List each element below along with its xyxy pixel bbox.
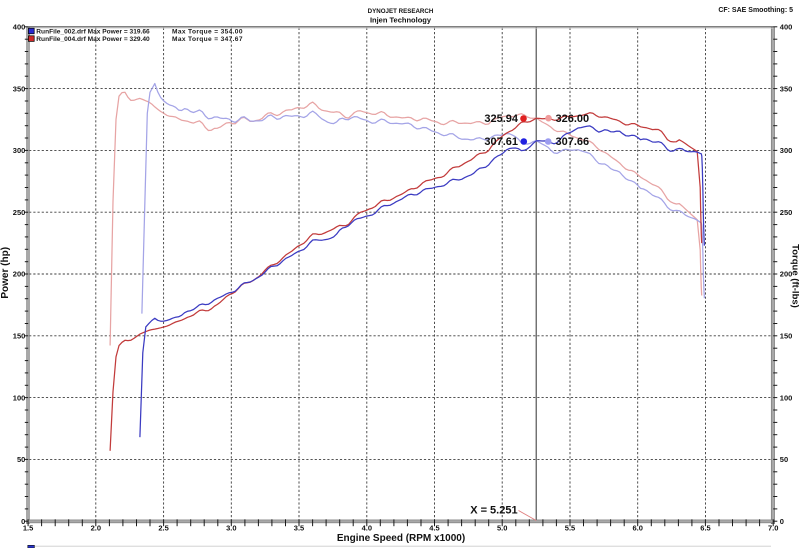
svg-text:307.66: 307.66 bbox=[556, 136, 590, 148]
svg-text:150: 150 bbox=[780, 332, 793, 341]
svg-text:2.5: 2.5 bbox=[158, 524, 168, 533]
svg-text:5.0: 5.0 bbox=[497, 524, 507, 533]
svg-text:Injen Technology: Injen Technology bbox=[370, 16, 432, 25]
svg-text:DYNOJET RESEARCH: DYNOJET RESEARCH bbox=[368, 8, 434, 15]
svg-text:X = 5.251: X = 5.251 bbox=[470, 505, 517, 517]
svg-text:50: 50 bbox=[17, 455, 25, 464]
svg-text:307.61: 307.61 bbox=[484, 136, 518, 148]
svg-text:5.5: 5.5 bbox=[565, 524, 575, 533]
svg-text:200: 200 bbox=[13, 270, 26, 279]
svg-text:300: 300 bbox=[13, 146, 26, 155]
svg-text:1.5: 1.5 bbox=[23, 524, 33, 533]
svg-text:400: 400 bbox=[780, 23, 793, 32]
svg-text:325.94: 325.94 bbox=[484, 113, 519, 125]
svg-text:3.0: 3.0 bbox=[226, 524, 236, 533]
svg-text:350: 350 bbox=[13, 84, 26, 93]
svg-text:6.5: 6.5 bbox=[700, 524, 710, 533]
svg-text:7.0: 7.0 bbox=[768, 524, 778, 533]
svg-text:200: 200 bbox=[780, 270, 793, 279]
svg-text:2.0: 2.0 bbox=[91, 524, 101, 533]
svg-text:CF: SAE Smoothing: 5: CF: SAE Smoothing: 5 bbox=[718, 7, 793, 14]
svg-text:4.5: 4.5 bbox=[429, 524, 439, 533]
svg-text:300: 300 bbox=[780, 146, 793, 155]
svg-text:4.0: 4.0 bbox=[362, 524, 372, 533]
svg-text:3.5: 3.5 bbox=[294, 524, 304, 533]
svg-text:Max Torque = 354.00: Max Torque = 354.00 bbox=[172, 28, 243, 35]
svg-text:50: 50 bbox=[780, 455, 788, 464]
svg-text:250: 250 bbox=[780, 208, 793, 217]
svg-text:RunFile_002.drf Max Power = 31: RunFile_002.drf Max Power = 319.66 bbox=[36, 28, 150, 35]
svg-text:150: 150 bbox=[13, 332, 26, 341]
svg-text:Max Torque = 347.67: Max Torque = 347.67 bbox=[172, 36, 243, 43]
svg-text:0: 0 bbox=[21, 517, 25, 526]
svg-text:Engine Speed (RPM x1000): Engine Speed (RPM x1000) bbox=[337, 533, 465, 544]
svg-text:6.0: 6.0 bbox=[632, 524, 642, 533]
svg-text:Power (hp): Power (hp) bbox=[0, 247, 11, 299]
svg-text:100: 100 bbox=[13, 393, 26, 402]
svg-text:Torque (ft-lbs): Torque (ft-lbs) bbox=[790, 244, 800, 308]
svg-text:0: 0 bbox=[780, 517, 784, 526]
svg-text:250: 250 bbox=[13, 208, 26, 217]
svg-text:400: 400 bbox=[13, 23, 26, 32]
svg-text:RunFile_004.drf Max Power = 32: RunFile_004.drf Max Power = 329.40 bbox=[36, 36, 150, 43]
svg-text:100: 100 bbox=[780, 393, 793, 402]
svg-text:326.00: 326.00 bbox=[556, 113, 590, 125]
svg-text:350: 350 bbox=[780, 84, 793, 93]
